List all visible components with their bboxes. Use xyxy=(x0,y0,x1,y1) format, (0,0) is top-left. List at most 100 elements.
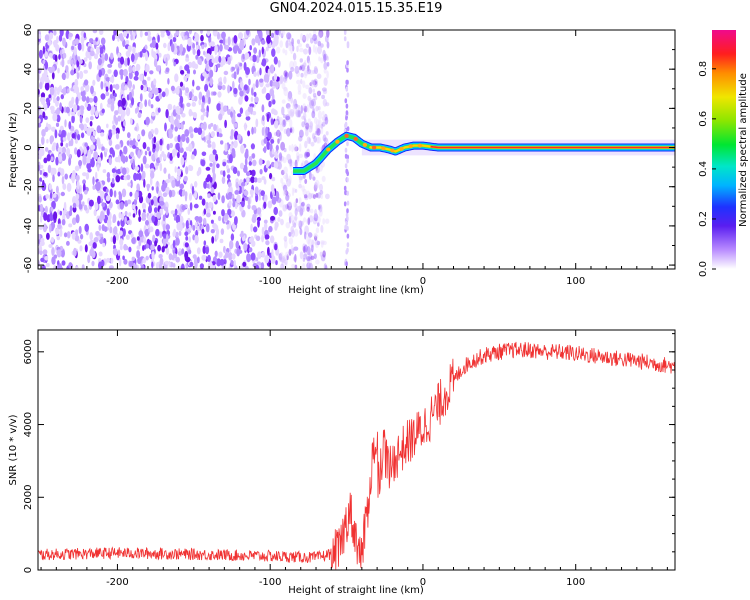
noise-speckle xyxy=(100,102,103,111)
noise-speckle xyxy=(60,191,65,197)
noise-speckle xyxy=(264,222,268,231)
noise-speckle xyxy=(273,56,278,65)
noise-speckle xyxy=(144,44,148,51)
noise-speckle xyxy=(111,168,116,174)
noise-speckle xyxy=(191,101,196,107)
noise-speckle xyxy=(143,86,147,93)
noise-speckle xyxy=(103,226,108,233)
noise-speckle xyxy=(346,60,349,66)
noise-speckle xyxy=(44,52,49,58)
noise-speckle xyxy=(346,92,350,98)
noise-speckle xyxy=(75,229,79,236)
noise-speckle xyxy=(270,118,274,126)
noise-speckle xyxy=(298,197,302,205)
noise-speckle xyxy=(92,30,98,34)
noise-speckle xyxy=(308,171,312,181)
noise-speckle xyxy=(249,55,253,61)
noise-speckle xyxy=(294,228,299,237)
noise-speckle xyxy=(61,72,66,80)
snr-plot-area xyxy=(38,341,675,570)
noise-speckle xyxy=(253,126,257,134)
noise-speckle xyxy=(303,48,308,55)
noise-speckle xyxy=(230,111,233,118)
noise-speckle xyxy=(102,169,107,174)
noise-speckle xyxy=(266,113,270,123)
noise-speckle xyxy=(161,151,165,157)
noise-speckle xyxy=(313,234,319,239)
noise-speckle xyxy=(302,263,306,269)
noise-speckle xyxy=(284,239,288,249)
noise-speckle xyxy=(39,81,43,90)
noise-speckle xyxy=(184,77,187,82)
noise-speckle xyxy=(134,166,140,172)
noise-speckle xyxy=(217,91,222,98)
noise-speckle xyxy=(157,220,161,226)
noise-speckle xyxy=(242,53,245,60)
noise-speckle xyxy=(71,114,75,124)
noise-speckle xyxy=(293,105,298,114)
noise-speckle xyxy=(89,116,94,121)
noise-speckle xyxy=(55,227,60,235)
noise-speckle xyxy=(323,54,327,63)
noise-speckle xyxy=(112,218,116,223)
noise-speckle xyxy=(146,146,150,152)
noise-speckle xyxy=(47,164,52,174)
noise-speckle xyxy=(307,217,311,226)
noise-speckle xyxy=(107,63,113,68)
noise-speckle xyxy=(232,80,235,90)
noise-speckle xyxy=(203,50,206,56)
noise-speckle xyxy=(162,237,167,247)
noise-speckle xyxy=(68,210,73,217)
noise-speckle xyxy=(188,165,194,172)
x-tick-label: -100 xyxy=(259,577,282,588)
noise-speckle xyxy=(179,81,184,88)
noise-speckle xyxy=(215,231,219,241)
noise-speckle xyxy=(279,131,282,141)
noise-speckle xyxy=(343,185,347,191)
noise-speckle xyxy=(277,217,281,222)
noise-speckle xyxy=(194,181,198,188)
noise-speckle xyxy=(83,123,88,132)
noise-speckle xyxy=(270,139,275,144)
noise-speckle xyxy=(346,41,350,47)
noise-speckle xyxy=(201,44,205,50)
noise-speckle xyxy=(272,81,278,87)
noise-speckle xyxy=(184,231,189,236)
noise-speckle xyxy=(184,191,188,198)
noise-speckle xyxy=(109,226,113,234)
noise-speckle xyxy=(292,60,297,68)
colorbar-tick-label: 0.8 xyxy=(698,61,709,77)
noise-speckle xyxy=(136,236,140,241)
noise-speckle xyxy=(78,225,82,235)
noise-speckle xyxy=(113,30,117,36)
noise-speckle xyxy=(93,95,98,104)
noise-speckle xyxy=(305,122,310,130)
noise-speckle xyxy=(207,254,211,263)
colorbar-gradient xyxy=(712,30,736,269)
noise-speckle xyxy=(106,257,110,263)
ridge-core-red xyxy=(430,145,675,149)
noise-speckle xyxy=(100,81,104,90)
noise-speckle xyxy=(108,129,113,139)
noise-speckle xyxy=(285,204,289,210)
noise-speckle xyxy=(165,206,169,216)
noise-speckle xyxy=(344,224,347,230)
noise-speckle xyxy=(298,183,302,189)
noise-speckle xyxy=(75,214,80,224)
noise-speckle xyxy=(239,90,244,97)
noise-speckle xyxy=(302,257,306,262)
noise-speckle xyxy=(281,106,285,116)
noise-speckle xyxy=(286,254,289,261)
noise-speckle xyxy=(275,145,279,151)
noise-speckle xyxy=(303,194,308,199)
noise-speckle xyxy=(136,64,141,71)
noise-speckle xyxy=(88,199,94,207)
noise-speckle xyxy=(38,123,42,128)
noise-speckle xyxy=(55,122,60,128)
noise-speckle xyxy=(124,210,128,217)
noise-speckle xyxy=(119,69,124,76)
noise-speckle xyxy=(321,121,326,127)
noise-speckle xyxy=(281,82,286,90)
noise-speckle xyxy=(113,190,117,198)
